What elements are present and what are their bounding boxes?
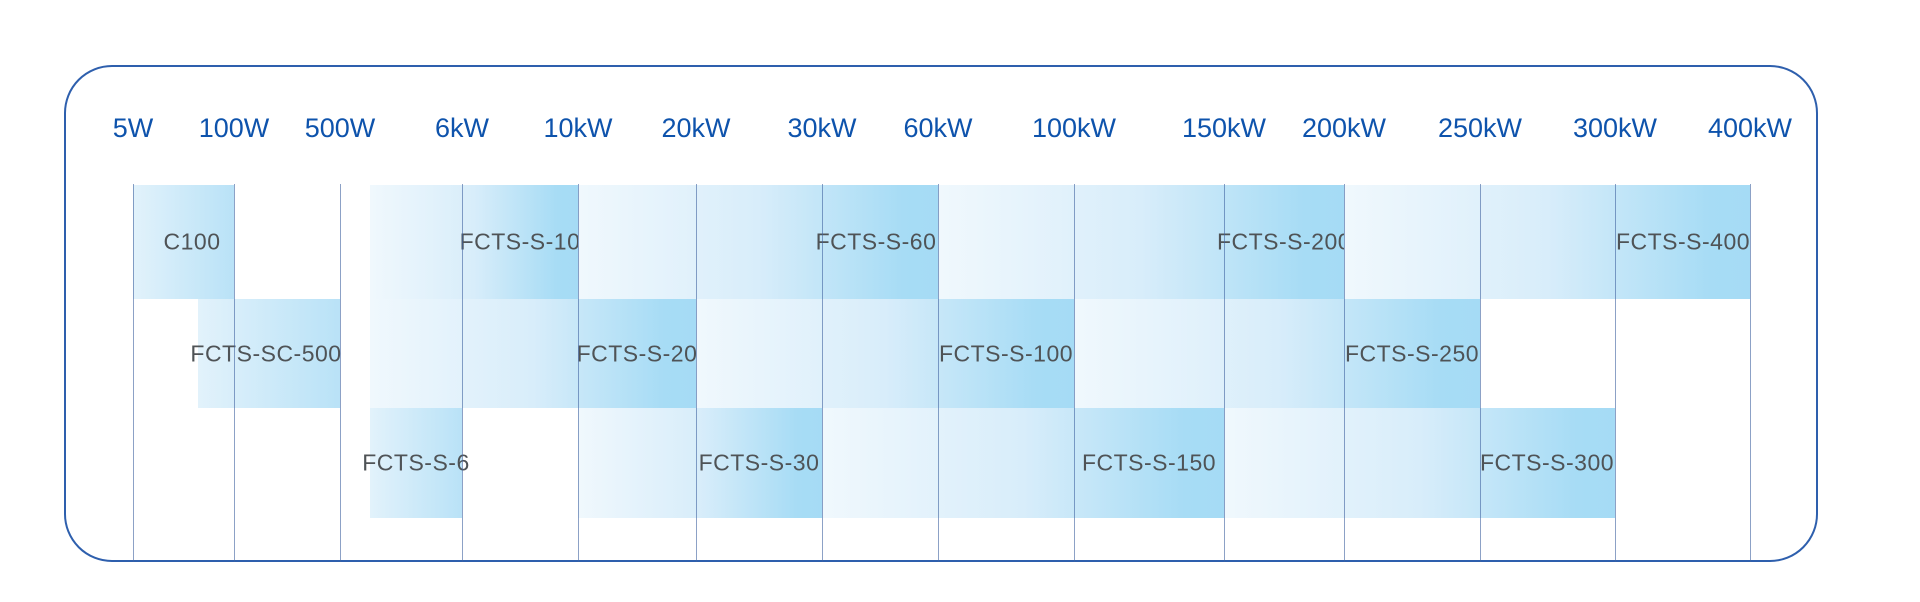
bar-label-fcts-s-30: FCTS-S-30 <box>698 449 820 476</box>
axis-tick-label-150kw: 150kW <box>1181 113 1267 143</box>
bar-label-fcts-s-100: FCTS-S-100 <box>938 340 1074 366</box>
gridline-300kw <box>1615 184 1616 562</box>
bar-label-fcts-s-400: FCTS-S-400 <box>1615 228 1751 255</box>
gridline-150kw <box>1224 184 1225 562</box>
gridline-30kw <box>822 184 823 562</box>
gridline-60kw <box>938 184 939 562</box>
range-bar-fcts-s-10: FCTS-S-10 <box>370 185 581 299</box>
axis-tick-label-20kw: 20kW <box>661 113 731 143</box>
range-bar-fcts-sc-500: FCTS-SC-500 <box>190 299 341 408</box>
bar-label-fcts-s-150: FCTS-S-150 <box>1081 449 1217 476</box>
bar-label-fcts-s-300: FCTS-S-300 <box>1479 449 1615 476</box>
bar-label-fcts-s-20: FCTS-S-20 <box>576 340 698 366</box>
range-bar-fcts-s-6: FCTS-S-6 <box>362 408 469 518</box>
gridline-5w <box>133 184 134 562</box>
axis-tick-label-6kw: 6kW <box>435 113 489 143</box>
gridline-500w <box>340 184 341 562</box>
axis-tick-label-60kw: 60kW <box>903 113 973 143</box>
gridline-10kw <box>578 184 579 562</box>
axis-tick-label-5w: 5W <box>112 113 154 143</box>
range-bar-fcts-s-60: FCTS-S-60 <box>578 185 938 299</box>
gridline-100kw <box>1074 184 1075 562</box>
range-bar-fcts-s-100: FCTS-S-100 <box>696 299 1074 408</box>
range-bar-c100: C100 <box>133 185 234 299</box>
range-bar-fcts-s-20: FCTS-S-20 <box>370 299 698 408</box>
bar-label-fcts-s-200: FCTS-S-200 <box>1216 228 1352 255</box>
range-bar-fcts-s-400: FCTS-S-400 <box>1344 185 1750 299</box>
axis-tick-label-100kw: 100kW <box>1031 113 1117 143</box>
axis-tick-label-250kw: 250kW <box>1437 113 1523 143</box>
chart-frame-border <box>64 65 1818 562</box>
bar-label-fcts-s-250: FCTS-S-250 <box>1344 340 1480 366</box>
range-bar-fcts-s-300: FCTS-S-300 <box>1224 408 1615 518</box>
gridline-400kw <box>1750 184 1751 562</box>
gridline-200kw <box>1344 184 1345 562</box>
range-bar-fcts-s-150: FCTS-S-150 <box>822 408 1224 518</box>
axis-tick-label-30kw: 30kW <box>787 113 857 143</box>
range-bar-fcts-s-30: FCTS-S-30 <box>578 408 822 518</box>
range-bar-fcts-s-250: FCTS-S-250 <box>1074 299 1480 408</box>
axis-tick-label-200kw: 200kW <box>1301 113 1387 143</box>
axis-tick-label-100w: 100W <box>198 113 270 143</box>
axis-tick-label-10kw: 10kW <box>543 113 613 143</box>
axis-tick-label-500w: 500W <box>304 113 376 143</box>
gridline-6kw <box>462 184 463 562</box>
gridline-20kw <box>696 184 697 562</box>
bar-label-c100: C100 <box>163 228 221 255</box>
bar-label-fcts-s-60: FCTS-S-60 <box>815 228 937 255</box>
gridline-250kw <box>1480 184 1481 562</box>
range-bar-fcts-s-200: FCTS-S-200 <box>938 185 1351 299</box>
bar-label-fcts-sc-500: FCTS-SC-500 <box>190 340 342 366</box>
bar-label-fcts-s-6: FCTS-S-6 <box>362 449 470 476</box>
axis-tick-label-300kw: 300kW <box>1572 113 1658 143</box>
axis-tick-label-400kw: 400kW <box>1707 113 1793 143</box>
bar-label-fcts-s-10: FCTS-S-10 <box>459 228 581 255</box>
gridline-100w <box>234 184 235 562</box>
